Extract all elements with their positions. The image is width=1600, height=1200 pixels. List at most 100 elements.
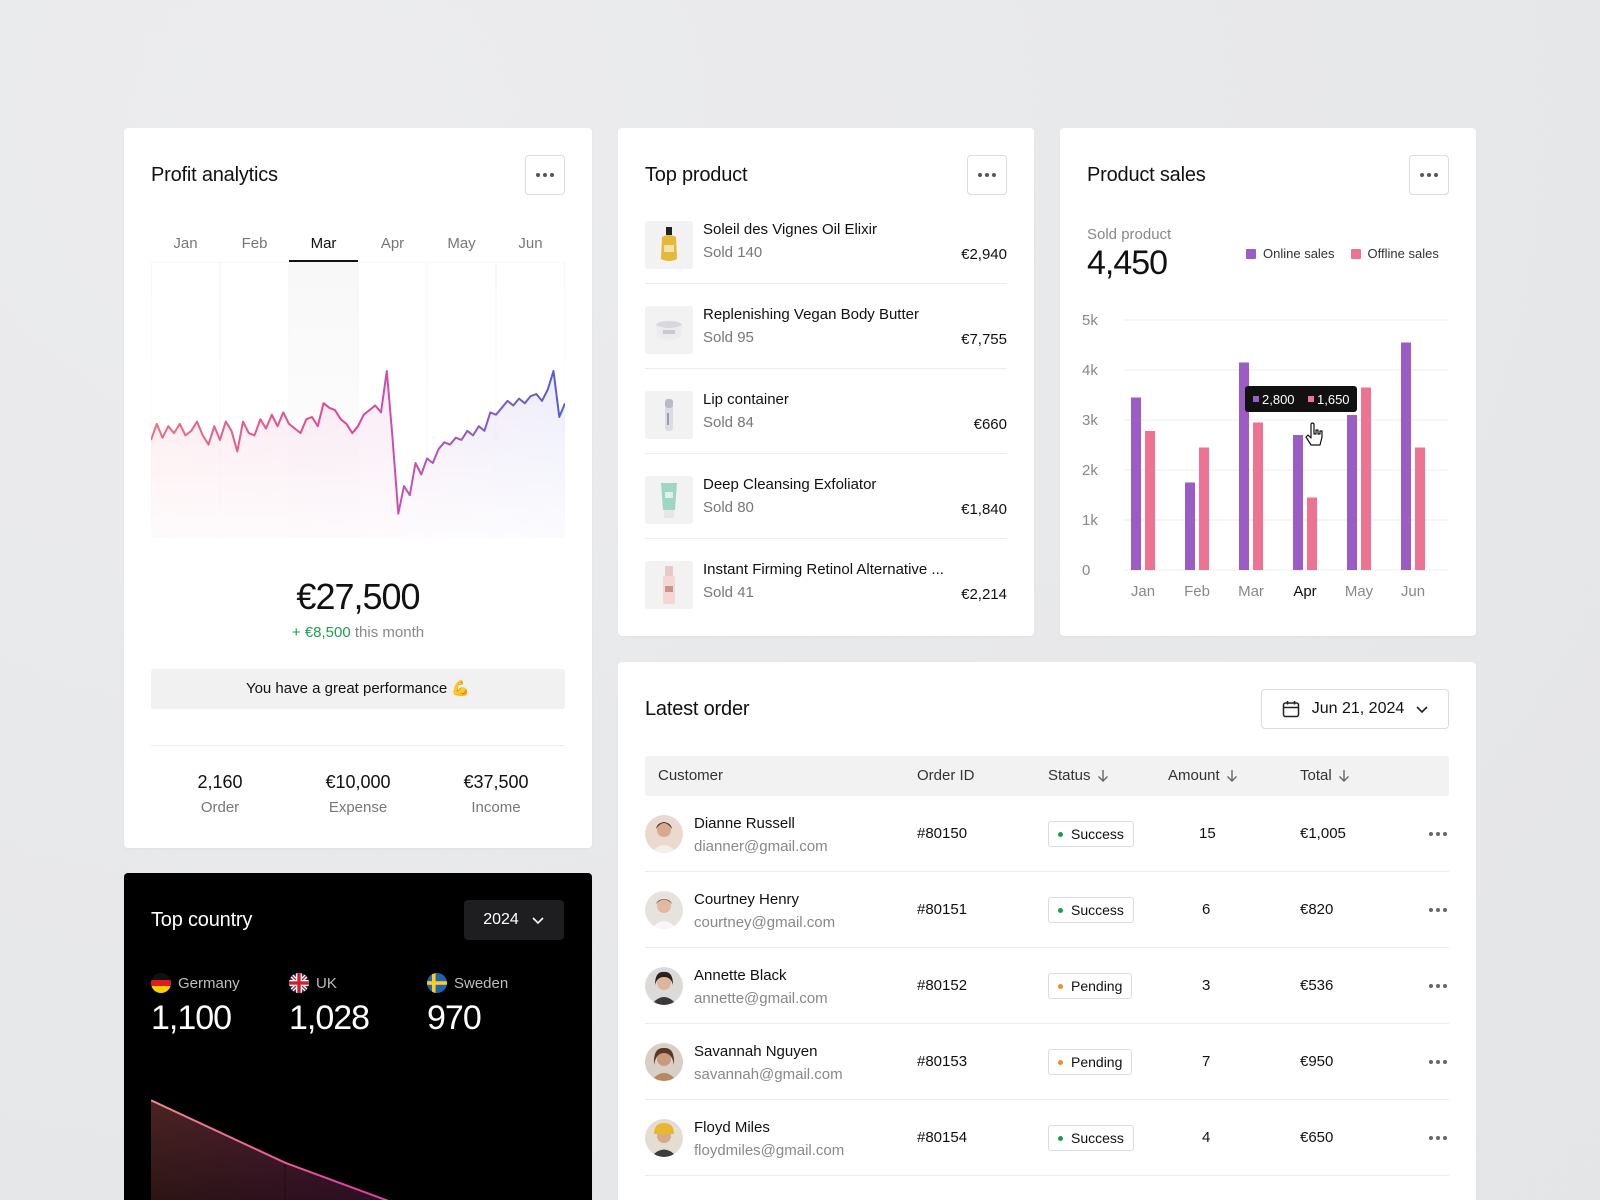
table-row[interactable]: Savannah Nguyen savannah@gmail.com #8015… <box>645 1024 1449 1100</box>
top-product-title: Top product <box>645 164 748 186</box>
bar-offline[interactable] <box>1145 431 1155 570</box>
stat-label: Order <box>200 799 240 816</box>
y-tick-label: 4k <box>1082 362 1098 379</box>
status-dot <box>1058 907 1063 913</box>
table-row[interactable]: Dianne Russell dianner@gmail.com #80150 … <box>645 796 1449 872</box>
bar-online[interactable] <box>1131 397 1141 571</box>
status-badge: Pending <box>1048 973 1133 999</box>
order-total: €650 <box>1300 1129 1334 1146</box>
year-select[interactable]: 2024 <box>464 900 564 940</box>
serum-bottle-icon <box>645 561 693 609</box>
more-horizontal-icon <box>1420 173 1424 177</box>
date-picker[interactable]: Jun 21, 2024 <box>1261 689 1449 729</box>
top-product-more-button[interactable] <box>967 155 1007 195</box>
bar-online[interactable] <box>1401 342 1411 571</box>
more-horizontal-icon <box>536 173 540 177</box>
bar-offline[interactable] <box>1415 447 1425 571</box>
profit-more-button[interactable] <box>525 155 565 195</box>
status-dot <box>1058 1059 1063 1065</box>
column-status[interactable]: Status <box>1048 756 1109 796</box>
arrow-down-icon <box>1226 770 1237 782</box>
product-price: €2,940 <box>961 246 1007 263</box>
country-list: Germany 1,100 UK 1,028 Sweden 970 <box>151 973 565 1038</box>
more-horizontal-icon[interactable] <box>1429 1136 1447 1140</box>
more-horizontal-icon[interactable] <box>1429 832 1447 836</box>
bar-online[interactable] <box>1293 435 1303 570</box>
tab-mar[interactable]: Mar <box>289 226 358 262</box>
product-name: Lip container <box>703 391 789 408</box>
product-sales-title: Product sales <box>1087 164 1206 186</box>
more-horizontal-icon[interactable] <box>1429 908 1447 912</box>
product-sold: Sold 84 <box>703 414 754 431</box>
profit-analytics-card: Profit analytics Jan Feb Mar Apr May Jun <box>124 128 592 848</box>
order-amount: 7 <box>1202 1053 1211 1070</box>
x-tick-label: Jan <box>1131 583 1155 600</box>
x-tick-label: Mar <box>1238 583 1264 600</box>
column-amount[interactable]: Amount <box>1168 756 1238 796</box>
customer-name: Savannah Nguyen <box>694 1043 818 1060</box>
order-total: €820 <box>1300 901 1334 918</box>
table-row[interactable]: Floyd Miles floydmiles@gmail.com #80154 … <box>645 1100 1449 1176</box>
product-sold: Sold 41 <box>703 584 754 601</box>
product-item[interactable]: Instant Firming Retinol Alternative ... … <box>645 561 1007 645</box>
tooltip-swatch-online <box>1253 396 1259 402</box>
more-horizontal-icon <box>978 173 982 177</box>
legend-offline: Offline sales <box>1350 246 1439 261</box>
uk-flag-icon <box>289 973 309 993</box>
tab-jun[interactable]: Jun <box>518 235 543 252</box>
table-row[interactable]: Annette Black annette@gmail.com #80152 P… <box>645 948 1449 1024</box>
more-horizontal-icon[interactable] <box>1429 984 1447 988</box>
status-badge: Success <box>1048 1125 1134 1151</box>
bar-offline[interactable] <box>1199 447 1209 571</box>
product-item[interactable]: Replenishing Vegan Body Butter Sold 95 €… <box>645 306 1007 390</box>
bar-online[interactable] <box>1239 362 1249 571</box>
country-uk: UK 1,028 <box>289 973 427 1038</box>
product-item[interactable]: Deep Cleansing Exfoliator Sold 80 €1,840 <box>645 476 1007 560</box>
table-row[interactable]: Courtney Henry courtney@gmail.com #80151… <box>645 872 1449 948</box>
profit-total: €27,500 <box>296 576 420 617</box>
product-sales-card: Product sales Sold product 4,450 Online … <box>1060 128 1476 636</box>
product-sales-bar-chart: 0 1k 2k 3k 4k 5k Jan Feb Mar Apr May Jun 2,800 1,650 <box>1082 312 1448 600</box>
order-id: #80151 <box>917 901 968 918</box>
country-value: 1,100 <box>151 999 232 1037</box>
tab-may[interactable]: May <box>447 235 476 252</box>
x-tick-label: Apr <box>1293 583 1316 600</box>
bar-offline[interactable] <box>1361 387 1371 571</box>
order-amount: 15 <box>1199 825 1216 842</box>
tab-apr[interactable]: Apr <box>380 235 405 252</box>
tab-feb[interactable]: Feb <box>241 235 268 252</box>
product-sales-more-button[interactable] <box>1409 155 1449 195</box>
column-customer: Customer <box>658 767 724 784</box>
avatar <box>645 815 683 853</box>
more-horizontal-icon[interactable] <box>1429 1060 1447 1064</box>
bar-online[interactable] <box>1185 482 1195 571</box>
top-country-card: Top country 2024 Germany 1,100 UK 1,028 … <box>124 873 592 1200</box>
x-tick-label: Feb <box>1184 583 1210 600</box>
bar-online[interactable] <box>1347 415 1357 570</box>
legend-swatch <box>1350 248 1361 259</box>
tab-jan[interactable]: Jan <box>173 235 198 252</box>
y-tick-label: 3k <box>1082 412 1098 429</box>
column-total[interactable]: Total <box>1300 756 1350 796</box>
column-order-id: Order ID <box>917 767 975 784</box>
order-amount: 3 <box>1202 977 1211 994</box>
month-tabs: Jan Feb Mar Apr May Jun <box>151 226 565 262</box>
product-item[interactable]: Soleil des Vignes Oil Elixir Sold 140 €2… <box>645 221 1007 305</box>
stat-value: €10,000 <box>325 772 391 792</box>
customer-name: Annette Black <box>694 967 787 984</box>
divider <box>645 453 1007 454</box>
lip-tube-icon <box>645 391 693 439</box>
divider <box>645 538 1007 539</box>
order-total: €950 <box>1300 1053 1334 1070</box>
profit-delta: + €8,500 this month <box>124 624 592 641</box>
stat-label: Expense <box>328 799 388 816</box>
country-line <box>151 1099 389 1200</box>
date-value: Jun 21, 2024 <box>1311 700 1405 717</box>
bar-offline[interactable] <box>1307 497 1317 571</box>
bar-offline[interactable] <box>1253 422 1263 571</box>
profit-analytics-title: Profit analytics <box>151 164 278 186</box>
oil-bottle-icon <box>645 221 693 269</box>
country-name: UK <box>316 974 337 992</box>
product-item[interactable]: Lip container Sold 84 €660 <box>645 391 1007 475</box>
cream-jar-icon <box>645 306 693 354</box>
